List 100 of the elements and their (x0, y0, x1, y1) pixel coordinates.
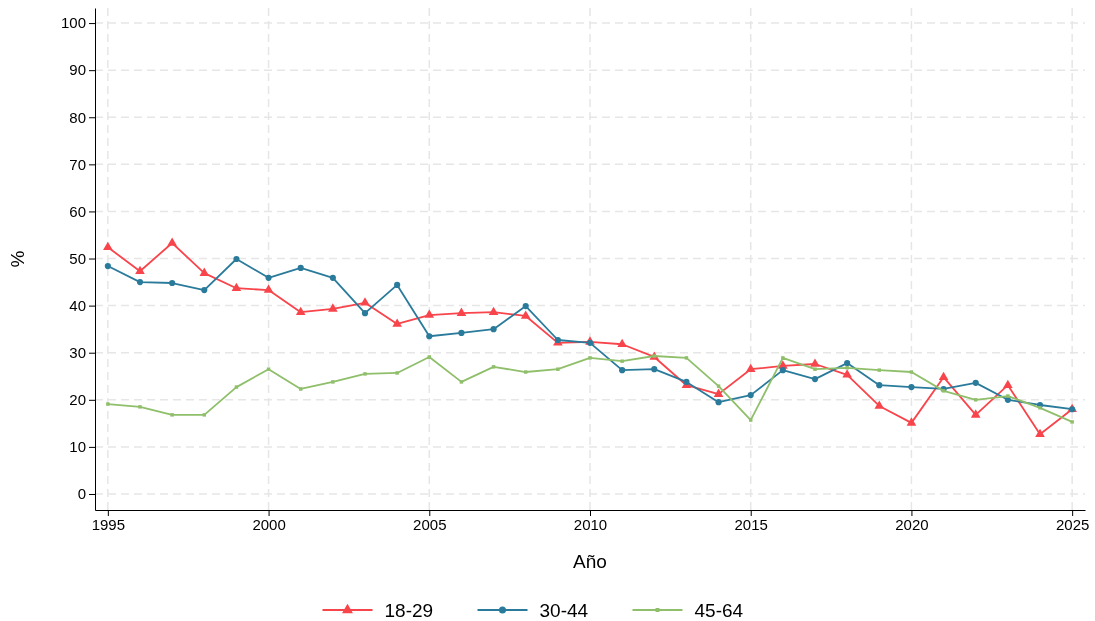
point (103, 241, 113, 250)
point (874, 400, 885, 409)
point (167, 237, 177, 246)
point (1035, 428, 1045, 437)
point (298, 387, 303, 391)
legend-label: 18-29 (384, 600, 434, 621)
point (973, 398, 978, 402)
point (169, 279, 176, 287)
point (363, 372, 367, 376)
point (651, 366, 658, 373)
point (233, 255, 240, 263)
point (490, 326, 497, 333)
point (908, 384, 915, 391)
point (297, 264, 304, 272)
point (876, 382, 883, 389)
point (1004, 396, 1011, 403)
point (617, 338, 627, 348)
point (360, 297, 370, 306)
point (938, 371, 949, 380)
y-tick-label: 50 (69, 249, 86, 267)
point (845, 366, 849, 370)
point (684, 356, 689, 360)
point (970, 409, 981, 418)
point (1070, 420, 1074, 424)
y-tick-label: 30 (69, 344, 86, 362)
point (231, 282, 242, 291)
y-tick-label: 70 (69, 155, 86, 173)
y-tick-label: 100 (60, 14, 86, 32)
y-tick-label: 60 (69, 202, 86, 220)
point (170, 413, 174, 417)
point (136, 278, 144, 286)
point (395, 371, 399, 375)
point (747, 392, 754, 399)
x-axis-title: Año (573, 551, 607, 572)
point (909, 370, 914, 374)
point (522, 303, 529, 310)
x-tick-label: 2025 (1055, 515, 1090, 533)
y-tick-label: 0 (77, 485, 86, 503)
x-tick-label: 2000 (252, 515, 286, 533)
point (456, 307, 467, 316)
point (263, 284, 274, 293)
point (716, 384, 721, 388)
legend-label: 45-64 (694, 600, 744, 621)
point (361, 310, 369, 317)
y-tick-label: 90 (69, 61, 86, 79)
y-tick-label: 80 (69, 108, 86, 126)
y-tick-label: 40 (69, 296, 86, 314)
point (748, 418, 753, 422)
point (104, 262, 111, 270)
point (906, 417, 917, 426)
point (844, 359, 851, 367)
point (424, 309, 435, 318)
point (266, 367, 271, 371)
point (1038, 406, 1042, 410)
point (392, 318, 402, 327)
point (620, 359, 624, 363)
y-tick-label: 10 (69, 438, 86, 456)
point (972, 379, 979, 386)
point (265, 274, 272, 281)
point (106, 402, 110, 406)
point (588, 356, 592, 360)
point (331, 380, 335, 384)
point (941, 389, 946, 393)
point (329, 274, 336, 281)
point (328, 303, 338, 312)
point (745, 363, 756, 372)
point (202, 413, 207, 417)
y-axis-title: % (7, 250, 28, 268)
point (1003, 379, 1013, 388)
point (135, 265, 145, 275)
x-tick-label: 1995 (91, 515, 126, 533)
x-tick-label: 2005 (413, 515, 447, 533)
point (877, 368, 882, 372)
point (811, 376, 819, 383)
x-tick-label: 2015 (734, 515, 768, 533)
point (556, 367, 560, 371)
point (520, 310, 531, 319)
point (810, 358, 820, 367)
point (715, 399, 722, 406)
point (713, 388, 724, 397)
y-tick-label: 20 (69, 391, 86, 409)
x-tick-label: 2020 (895, 515, 929, 533)
point (426, 333, 433, 340)
point (491, 365, 496, 369)
point (781, 356, 785, 360)
point (619, 367, 626, 374)
point (394, 281, 401, 288)
x-tick-label: 2010 (573, 515, 608, 533)
point (459, 380, 464, 384)
point (295, 306, 306, 315)
point (523, 370, 528, 374)
point (138, 405, 142, 409)
point (779, 367, 786, 374)
point (813, 367, 817, 371)
legend-label: 30-44 (539, 600, 589, 621)
point (842, 369, 852, 378)
point (201, 287, 208, 294)
point (488, 306, 499, 315)
point (234, 385, 239, 389)
point (458, 329, 465, 337)
